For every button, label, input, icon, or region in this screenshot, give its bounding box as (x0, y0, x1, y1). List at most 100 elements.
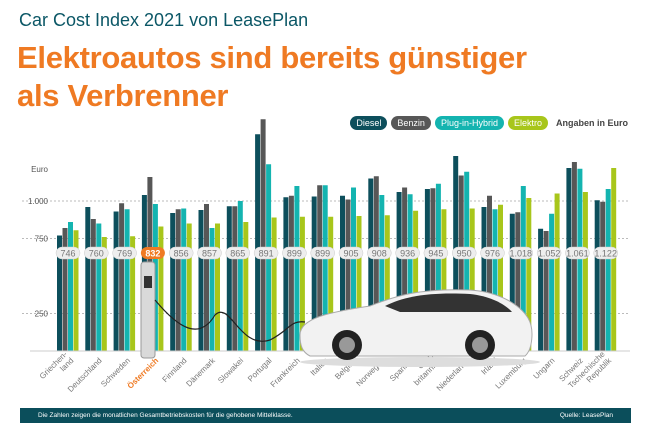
value-pill (480, 246, 505, 260)
subtitle: Car Cost Index 2021 von LeasePlan (19, 10, 309, 30)
value-pill (451, 246, 477, 260)
value-label: 857 (202, 249, 217, 259)
bar-elektro (611, 168, 617, 351)
bar-elektro (384, 215, 390, 351)
charging-station-screen (144, 276, 152, 288)
bar-plug-in-hybrid (209, 228, 215, 351)
title-line-2: als Verbrenner (17, 78, 229, 113)
value-pill (140, 247, 165, 259)
value-label: 1.052 (538, 249, 561, 259)
bar-benzin (204, 204, 209, 351)
bar-benzin (317, 185, 323, 351)
bar-plug-in-hybrid (237, 201, 243, 351)
value-pill (168, 246, 194, 260)
bar-elektro (130, 236, 136, 351)
bar-plug-in-hybrid (68, 222, 73, 351)
value-label: 1.018 (510, 249, 533, 259)
value-label: 945 (428, 249, 443, 259)
value-label: 832 (145, 249, 160, 259)
value-pill (565, 246, 590, 260)
bar-diesel (566, 168, 572, 351)
value-pill (338, 246, 364, 260)
bar-plug-in-hybrid (435, 183, 441, 351)
value-label: 1.122 (594, 249, 617, 259)
value-pill (84, 246, 109, 260)
bar-plug-in-hybrid (520, 186, 526, 351)
bar-plug-in-hybrid (181, 208, 187, 351)
value-label: 856 (174, 249, 189, 259)
bar-plug-in-hybrid (379, 195, 385, 351)
bar-elektro (582, 192, 588, 351)
bar-diesel (311, 196, 317, 351)
value-label: 865 (230, 249, 245, 259)
bar-diesel (509, 213, 515, 351)
bar-plug-in-hybrid (549, 213, 555, 351)
bar-benzin (288, 195, 294, 351)
bar-plug-in-hybrid (492, 209, 498, 351)
bar-elektro (215, 223, 220, 351)
bar-diesel (226, 206, 232, 351)
bar-elektro (356, 216, 362, 351)
bar-diesel (198, 210, 204, 351)
bar-benzin (458, 175, 464, 351)
legend-benzin: Benzin (391, 116, 431, 130)
bar-plug-in-hybrid (351, 187, 356, 351)
value-pill (197, 246, 222, 260)
car-windows (385, 293, 512, 312)
category-label: Österreich (126, 356, 161, 391)
value-label: 936 (400, 249, 415, 259)
legend-phev: Plug-in-Hybrid (434, 116, 504, 130)
bar-benzin (515, 212, 521, 351)
bar-elektro (526, 198, 532, 351)
value-label: 950 (457, 249, 472, 259)
category-label: Finnland (161, 356, 189, 384)
bar-plug-in-hybrid (407, 194, 413, 351)
bar-diesel (170, 213, 176, 351)
value-pill (395, 246, 420, 260)
category-label: Dänemark (184, 355, 217, 388)
value-pill (367, 246, 392, 260)
value-pill (55, 246, 81, 260)
value-pill (423, 246, 449, 260)
y-tick-label: 1.000 (28, 197, 49, 206)
car-shadow (300, 357, 540, 367)
bar-diesel (255, 134, 261, 351)
bar-elektro (158, 226, 164, 351)
bar-plug-in-hybrid (322, 185, 328, 351)
value-label: 905 (343, 249, 358, 259)
category-label: Griechen-land (38, 349, 76, 387)
bar-elektro (73, 230, 79, 351)
y-tick-label: 750 (35, 235, 49, 244)
category-label: Portugal (246, 356, 274, 384)
value-label: 746 (60, 249, 75, 259)
footer-note: Die Zahlen zeigen die monatlichen Gesamt… (38, 412, 293, 419)
value-pill (536, 246, 562, 260)
unit-label: Angaben in Euro (556, 118, 628, 128)
value-label: 908 (372, 249, 387, 259)
value-label: 1.061 (566, 249, 589, 259)
category-label: Slowakei (216, 356, 245, 385)
value-pill (508, 246, 534, 260)
bar-benzin (373, 176, 379, 351)
bar-benzin (90, 219, 96, 351)
bar-diesel (113, 211, 119, 351)
bar-elektro (554, 193, 560, 351)
bar-benzin (543, 231, 549, 351)
footer-source: Quelle: LeasePlan (559, 412, 613, 419)
bar-elektro (498, 204, 503, 351)
category-label: Ungarn (532, 356, 557, 381)
bar-diesel (368, 178, 374, 351)
bar-diesel (396, 192, 402, 351)
bar-elektro (441, 209, 447, 351)
bar-benzin (232, 206, 238, 351)
value-label: 899 (315, 249, 330, 259)
bar-benzin (430, 188, 436, 351)
bar-plug-in-hybrid (605, 189, 611, 351)
y-tick-label: 250 (35, 310, 49, 319)
charging-cable (154, 299, 306, 342)
bar-diesel (340, 195, 345, 351)
bar-plug-in-hybrid (577, 168, 583, 351)
bar-elektro (469, 208, 475, 351)
